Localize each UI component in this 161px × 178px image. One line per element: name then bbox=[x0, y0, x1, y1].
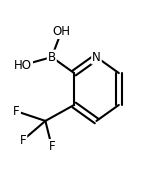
Text: N: N bbox=[92, 51, 101, 64]
Text: F: F bbox=[13, 105, 20, 118]
Text: B: B bbox=[48, 51, 56, 64]
Text: OH: OH bbox=[52, 25, 70, 38]
Text: HO: HO bbox=[14, 59, 32, 72]
Text: F: F bbox=[20, 134, 26, 146]
Text: F: F bbox=[48, 140, 55, 153]
